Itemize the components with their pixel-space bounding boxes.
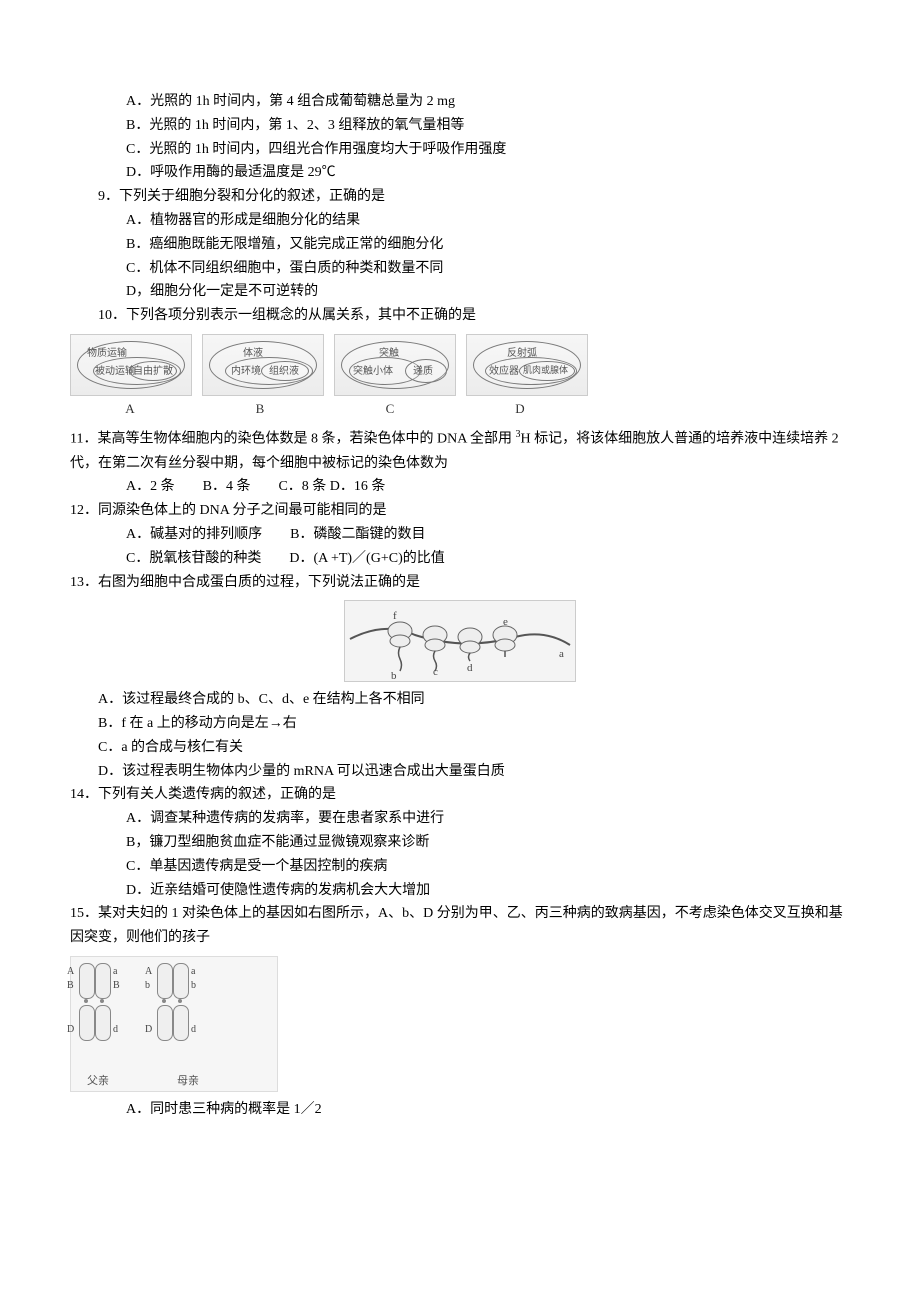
q10-venn-b: 体液 内环境 组织液	[202, 334, 324, 396]
chrom	[95, 963, 109, 1041]
q15-stem: 15．某对夫妇的 1 对染色体上的基因如右图所示，A、b、D 分别为甲、乙、丙三…	[70, 902, 850, 950]
q10-caption-row: A B C D	[70, 398, 850, 420]
q11-stem: 11．某高等生物体细胞内的染色体数是 8 条，若染色体中的 DNA 全部用 3H…	[70, 426, 850, 475]
q14-stem: 14．下列有关人类遗传病的叙述，正确的是	[70, 783, 850, 807]
q10-stem: 10．下列各项分别表示一组概念的从属关系，其中不正确的是	[70, 304, 850, 328]
q13-label-c: c	[433, 663, 438, 682]
q11-options: A．2 条 B．4 条 C．8 条 D．16 条	[70, 475, 850, 499]
allele: B	[67, 977, 74, 994]
allele: B	[113, 977, 120, 994]
allele: d	[191, 1021, 196, 1038]
q9-stem: 9．下列关于细胞分裂和分化的叙述，正确的是	[70, 185, 850, 209]
q13-ribosome-diagram: f e d c b a	[344, 600, 576, 682]
q10-venn-d: 反射弧 效应器 肌肉或腺体	[466, 334, 588, 396]
q14-option-d: D．近亲结婚可使隐性遗传病的发病机会大大增加	[70, 879, 850, 903]
venn-d-outer: 反射弧	[507, 345, 537, 362]
q13-label-a: a	[559, 645, 564, 664]
q13-label-e: e	[503, 613, 508, 632]
q12-stem: 12．同源染色体上的 DNA 分子之间最可能相同的是	[70, 499, 850, 523]
q13-figure-wrap: f e d c b a	[70, 600, 850, 682]
q13-label-b: b	[391, 667, 397, 686]
q9-option-a: A．植物器官的形成是细胞分化的结果	[70, 209, 850, 233]
q15-father-caption: 父亲	[87, 1072, 109, 1091]
q15-mother-pair: A b D a b d	[157, 963, 187, 1073]
allele: D	[145, 1021, 152, 1038]
q13-option-c: C．a 的合成与核仁有关	[70, 736, 850, 760]
venn-b-mid: 内环境	[231, 363, 261, 380]
q13-option-a: A．该过程最终合成的 b、C、d、e 在结构上各不相同	[70, 688, 850, 712]
chrom	[173, 963, 187, 1041]
allele: b	[145, 977, 150, 994]
venn-a-inner: 自由扩散	[133, 363, 173, 380]
q10-cap-a: A	[70, 398, 190, 420]
q12-row2: C．脱氧核苷酸的种类 D．(A +T)／(G+C)的比值	[70, 547, 850, 571]
q14-option-a: A．调查某种遗传病的发病率，要在患者家系中进行	[70, 807, 850, 831]
q10-cap-c: C	[330, 398, 450, 420]
venn-a-outer: 物质运输	[87, 345, 127, 362]
allele: d	[113, 1021, 118, 1038]
venn-c-inner: 递质	[413, 363, 433, 380]
q15-mother-caption: 母亲	[177, 1072, 199, 1091]
q13-label-d: d	[467, 659, 473, 678]
q10-venn-c: 突触 突触小体 递质	[334, 334, 456, 396]
venn-b-inner: 组织液	[269, 363, 299, 380]
q14-option-c: C．单基因遗传病是受一个基因控制的疾病	[70, 855, 850, 879]
venn-d-mid: 效应器	[489, 363, 519, 380]
q12-row1: A．碱基对的排列顺序 B．磷酸二酯键的数目	[70, 523, 850, 547]
q9-option-c: C．机体不同组织细胞中，蛋白质的种类和数量不同	[70, 257, 850, 281]
q10-cap-d: D	[460, 398, 580, 420]
chrom	[79, 963, 93, 1041]
venn-c-outer: 突触	[379, 345, 399, 362]
q8-option-c: C．光照的 1h 时间内，四组光合作用强度均大于呼吸作用强度	[70, 138, 850, 162]
venn-c-mid: 突触小体	[353, 363, 393, 380]
q15-father-pair: A B D a B d	[79, 963, 109, 1073]
allele: D	[67, 1021, 74, 1038]
q10-diagram-row: 物质运输 被动运输 自由扩散 体液 内环境 组织液 突触 突触小体 递质 反射弧…	[70, 334, 850, 396]
q11-stem-pre: 11．某高等生物体细胞内的染色体数是 8 条，若染色体中的 DNA 全部用	[70, 432, 516, 447]
venn-a-mid: 被动运输	[95, 363, 135, 380]
q10-cap-b: B	[200, 398, 320, 420]
q13-option-b: B．f 在 a 上的移动方向是左→右	[70, 712, 850, 736]
venn-b-outer: 体液	[243, 345, 263, 362]
q8-option-b: B．光照的 1h 时间内，第 1、2、3 组释放的氧气量相等	[70, 114, 850, 138]
q8-option-d: D．呼吸作用酶的最适温度是 29℃	[70, 161, 850, 185]
q9-option-b: B．癌细胞既能无限增殖，又能完成正常的细胞分化	[70, 233, 850, 257]
q15-chromosome-diagram: A B D a B d A b D a b d 父亲 母亲	[70, 956, 278, 1092]
allele: b	[191, 977, 196, 994]
q10-venn-a: 物质运输 被动运输 自由扩散	[70, 334, 192, 396]
q9-option-d: D，细胞分化一定是不可逆转的	[70, 280, 850, 304]
q13-label-f: f	[393, 607, 397, 626]
q8-option-a: A．光照的 1h 时间内，第 4 组合成葡萄糖总量为 2 mg	[70, 90, 850, 114]
q13-stem: 13．右图为细胞中合成蛋白质的过程，下列说法正确的是	[70, 571, 850, 595]
exam-page: A．光照的 1h 时间内，第 4 组合成葡萄糖总量为 2 mg B．光照的 1h…	[0, 0, 920, 1192]
q13-option-d: D．该过程表明生物体内少量的 mRNA 可以迅速合成出大量蛋白质	[70, 760, 850, 784]
q15-option-a: A．同时患三种病的概率是 1／2	[70, 1098, 850, 1122]
chrom	[157, 963, 171, 1041]
venn-d-inner: 肌肉或腺体	[523, 363, 568, 378]
q14-option-b: B，镰刀型细胞贫血症不能通过显微镜观察来诊断	[70, 831, 850, 855]
